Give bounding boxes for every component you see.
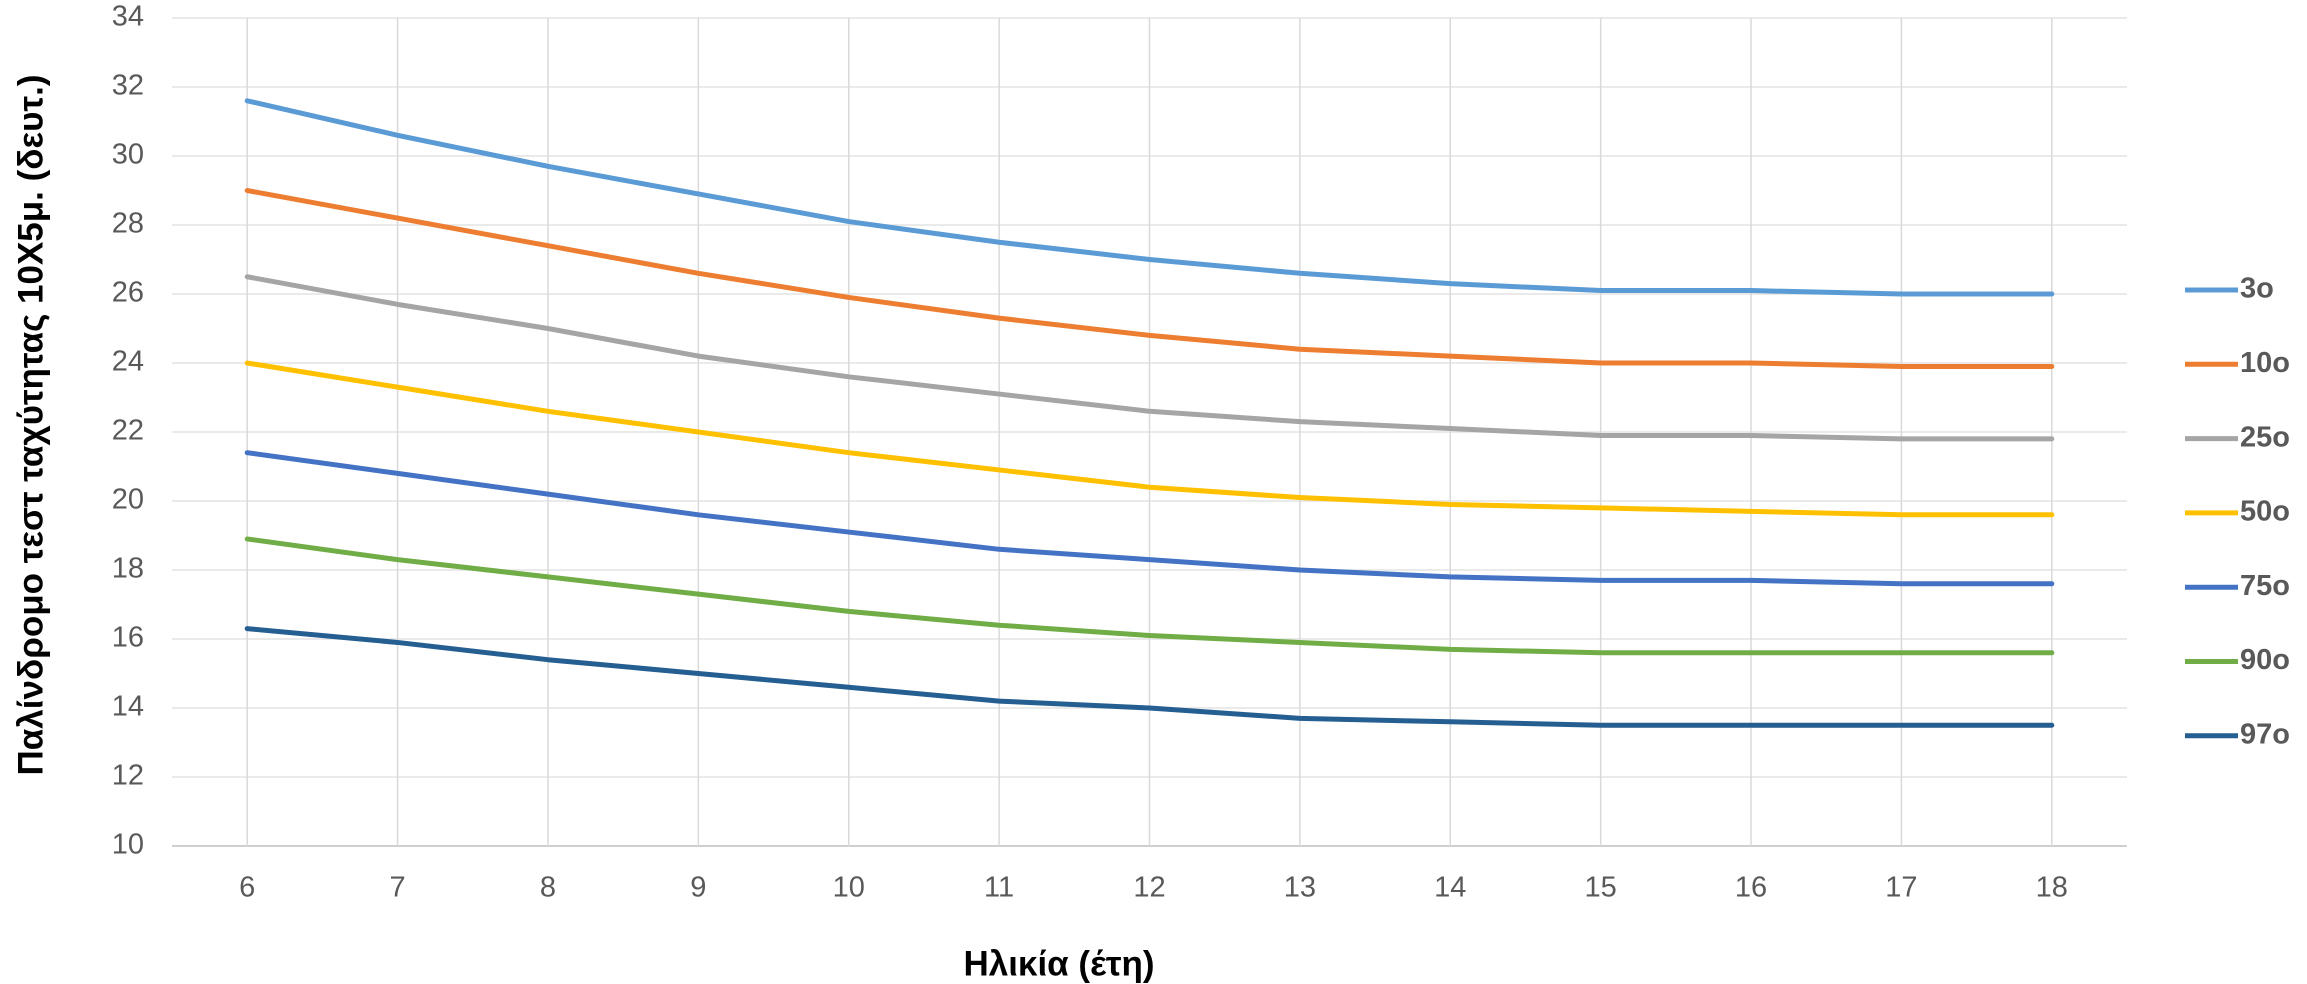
x-tick-label: 18 [2036,872,2068,904]
series-line [244,188,2055,369]
legend-label: 50o [2240,496,2290,528]
series-line [244,98,2055,297]
y-tick-label: 10 [112,829,144,861]
x-tick-label: 11 [984,872,1014,904]
x-tick-label: 15 [1585,872,1617,904]
x-tick-label: 10 [833,872,865,904]
legend-label: 3o [2240,273,2274,305]
x-tick-label: 16 [1735,872,1767,904]
y-tick-label: 16 [112,622,144,654]
y-tick-label: 34 [112,1,144,33]
x-tick-label: 9 [690,872,706,904]
x-axis-title: Ηλικία (έτη) [963,944,1154,983]
y-tick-label: 20 [112,484,144,516]
y-tick-label: 24 [112,346,144,378]
series-line [244,360,2055,518]
y-tick-label: 14 [112,691,144,723]
x-tick-label: 14 [1434,872,1466,904]
x-tick-label: 13 [1284,872,1316,904]
series-line [244,536,2055,656]
y-tick-label: 18 [112,553,144,585]
series-line [244,274,2055,442]
y-tick-label: 32 [112,70,144,102]
legend-label: 97o [2240,718,2290,750]
x-tick-label: 6 [239,872,255,904]
legend-label: 75o [2240,570,2290,602]
x-tick-label: 8 [540,872,556,904]
legend-label: 90o [2240,644,2290,676]
y-tick-label: 12 [112,760,144,792]
y-tick-label: 22 [112,415,144,447]
legend-label: 25o [2240,421,2290,453]
y-tick-label: 26 [112,277,144,309]
y-tick-label: 30 [112,139,144,171]
x-tick-label: 12 [1133,872,1165,904]
legend-label: 10o [2240,347,2290,379]
y-axis-title: Παλίνδρομο τεστ ταχύτητας 10X5μ. (δευτ.) [11,75,50,776]
x-tick-label: 7 [390,872,406,904]
x-tick-label: 17 [1885,872,1917,904]
y-tick-label: 28 [112,208,144,240]
series-line [244,450,2055,587]
series-line [244,626,2055,728]
